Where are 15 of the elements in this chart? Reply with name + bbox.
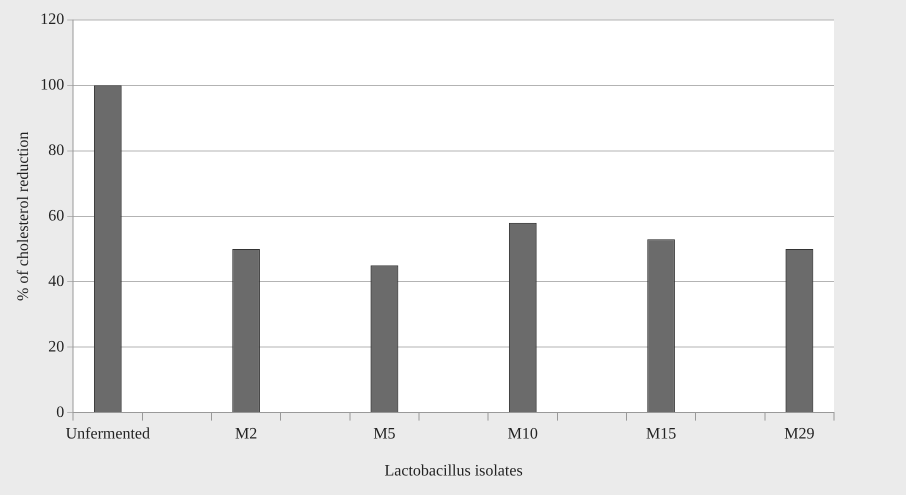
- y-tick-label: 80: [48, 142, 64, 160]
- y-tick-label: 120: [40, 11, 64, 28]
- x-tick-label: M2: [234, 425, 258, 442]
- y-axis-title: % of cholesterol reduction: [14, 132, 32, 301]
- y-tick-label: 0: [56, 404, 64, 421]
- x-tick-label: M10: [508, 425, 538, 442]
- y-tick-label: 100: [40, 76, 64, 94]
- x-axis-title: Lactobacillus isolates: [384, 462, 523, 480]
- x-tick-label: Unfermented: [66, 425, 150, 442]
- y-tick-label: 20: [48, 338, 64, 356]
- x-tick-label: M5: [373, 425, 396, 442]
- x-tick-label: M15: [646, 425, 676, 442]
- y-tick-label: 60: [48, 208, 64, 225]
- y-tick-label: 40: [48, 272, 64, 290]
- x-tick-label: M29: [784, 425, 815, 442]
